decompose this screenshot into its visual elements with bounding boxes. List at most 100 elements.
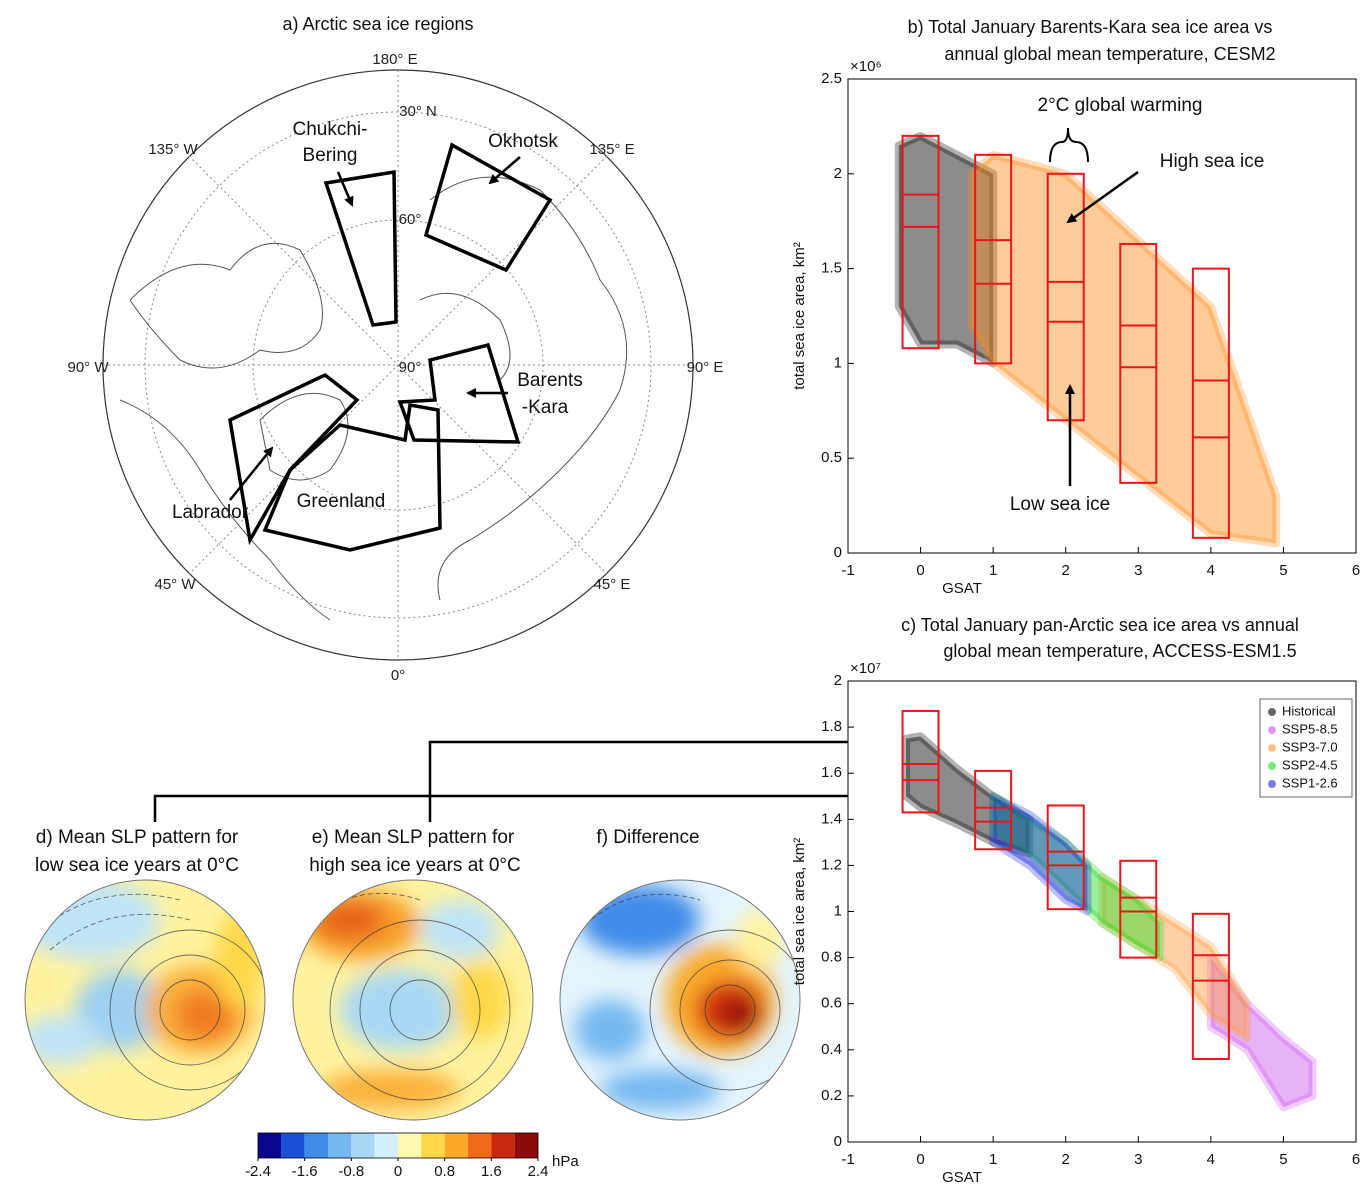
colorbar-tick-label: -0.8 (338, 1163, 364, 1180)
annotation: 2°C global warming (1038, 95, 1203, 116)
colorbar-cell (468, 1133, 492, 1158)
legend-label: SSP5-8.5 (1282, 721, 1338, 736)
panel-title: a) Arctic sea ice regions (282, 14, 473, 34)
legend-label: SSP3-7.0 (1282, 739, 1338, 754)
y-multiplier: ×10⁷ (850, 660, 881, 677)
colorbar-cell (374, 1133, 398, 1158)
box (901, 134, 940, 350)
box (1191, 912, 1230, 1061)
lon-label: 45° E (594, 576, 631, 593)
colorbar-tick-label: 2.4 (528, 1163, 549, 1180)
colorbar-cell (514, 1133, 538, 1158)
lat-label: 60° (399, 211, 422, 228)
connector-arrow (153, 791, 864, 822)
region-label: Bering (303, 145, 358, 166)
y-tick-label: 1.2 (821, 856, 842, 873)
y-tick-label: 1.4 (821, 810, 842, 827)
colorbar-cell (351, 1133, 375, 1158)
y-tick-label: 1.5 (821, 260, 842, 277)
colorbar-cell (444, 1133, 468, 1158)
colorbar-tick-label: 0 (394, 1163, 402, 1180)
brace (1049, 127, 1089, 163)
colorbar-tick-label: 0.8 (434, 1163, 455, 1180)
x-tick-label: 1 (989, 562, 997, 579)
annotation: Low sea ice (1010, 494, 1110, 515)
panel-title: low sea ice years at 0°C (35, 855, 239, 876)
region-label: -Kara (522, 397, 569, 418)
x-tick-label: 5 (1279, 562, 1287, 579)
x-tick-label: 5 (1279, 1151, 1287, 1168)
colorbar-cell (258, 1133, 282, 1158)
y-axis-label: total sea ice area, km² (791, 242, 808, 390)
colorbar-cell (304, 1133, 328, 1158)
lat-label: 30° N (399, 103, 437, 120)
colorbar-cell (281, 1133, 305, 1158)
arrow (336, 171, 354, 207)
meridians (103, 70, 693, 660)
panel-a: a) Arctic sea ice regions 180° E 135° E … (67, 14, 723, 684)
arrow (229, 446, 274, 501)
x-tick-label: 6 (1352, 1151, 1360, 1168)
slp-map (293, 880, 533, 1120)
chart-title: annual global mean temperature, CESM2 (944, 44, 1275, 64)
colorbar-unit: hPa (552, 1153, 579, 1170)
lon-label: 45° W (154, 576, 196, 593)
legend-marker (1268, 744, 1276, 752)
region-label: Barents (517, 370, 582, 391)
box (1046, 172, 1085, 422)
annotation: High sea ice (1160, 151, 1265, 172)
scatter-cloud (1206, 953, 1317, 1112)
x-tick-label: 2 (1062, 562, 1070, 579)
colorbar-cell (421, 1133, 445, 1158)
slp-map (25, 880, 265, 1120)
region-outline (397, 342, 521, 444)
box (974, 769, 1013, 851)
colorbar-tick-label: 1.6 (481, 1163, 502, 1180)
scatter-cloud (902, 732, 1034, 858)
map-boundary (292, 879, 534, 1121)
lat-label: 90° (399, 359, 422, 376)
lon-label: 135° W (148, 141, 198, 158)
legend-label: SSP1-2.6 (1282, 775, 1338, 790)
y-tick-label: 0 (834, 1133, 842, 1150)
scatter-cloud (1098, 872, 1252, 1043)
arrow (488, 156, 521, 185)
legend-marker (1268, 726, 1276, 734)
y-tick-label: 0.2 (821, 1087, 842, 1104)
x-tick-label: 2 (1062, 1151, 1070, 1168)
y-tick-label: 1 (834, 354, 842, 371)
box (974, 153, 1013, 365)
colorbar-tick-label: -2.4 (245, 1163, 271, 1180)
connector-arrow (428, 737, 864, 822)
slp-map (560, 880, 800, 1120)
region-label: Greenland (297, 491, 386, 512)
y-tick-label: 2 (834, 672, 842, 689)
region-label: Labrador (172, 502, 249, 523)
colorbar-cell (491, 1133, 515, 1158)
y-tick-label: 2 (834, 165, 842, 182)
x-tick-label: 4 (1207, 562, 1215, 579)
legend-marker (1268, 762, 1276, 770)
map-boundary (559, 879, 801, 1121)
panel-title: high sea ice years at 0°C (309, 855, 520, 876)
y-tick-label: 0.4 (821, 1041, 842, 1058)
chart-panel: c) Total January pan-Arctic sea ice area… (791, 615, 1360, 1186)
region-label: Chukchi- (293, 119, 368, 140)
colorbar-cell (398, 1133, 422, 1158)
region-outline (262, 402, 442, 552)
panel-title: f) Difference (596, 827, 699, 848)
scatter-cloud (989, 792, 1165, 962)
y-tick-label: 0 (834, 544, 842, 561)
legend-marker (1268, 780, 1276, 788)
y-tick-label: 1 (834, 902, 842, 919)
legend-marker (1268, 708, 1276, 716)
region-outline (423, 142, 553, 273)
lon-label: 90° W (67, 359, 109, 376)
chart-title: global mean temperature, ACCESS-ESM1.5 (943, 641, 1296, 661)
y-tick-label: 1.8 (821, 718, 842, 735)
box (1119, 242, 1158, 484)
chart-panel: b) Total January Barents-Kara sea ice ar… (791, 17, 1360, 597)
chart-title: c) Total January pan-Arctic sea ice area… (901, 615, 1299, 635)
lon-label: 0° (391, 667, 405, 684)
